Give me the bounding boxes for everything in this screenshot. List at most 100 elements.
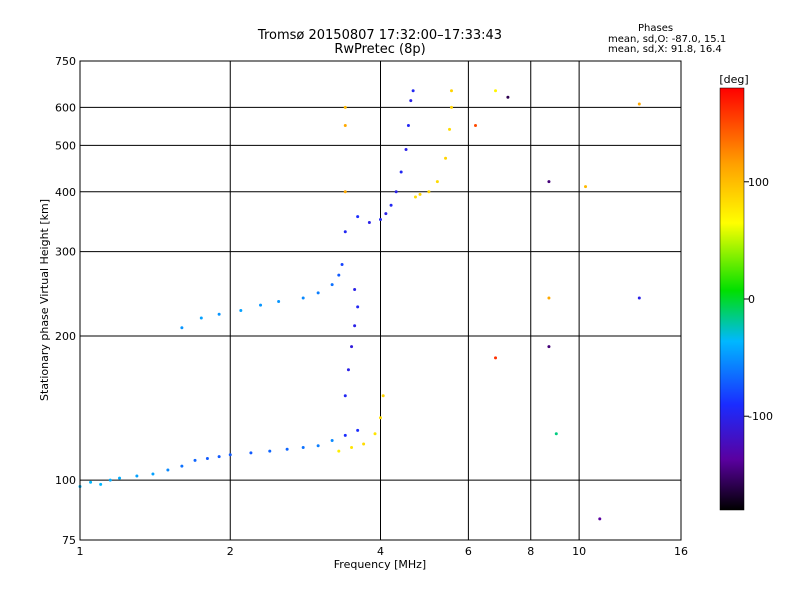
colorbar-label: [deg] bbox=[719, 73, 748, 86]
chart-title: Tromsø 20150807 17:32:00–17:33:43 bbox=[257, 28, 502, 43]
data-point bbox=[427, 190, 431, 194]
data-point bbox=[367, 221, 371, 225]
y-axis: 75 100 200 300 400 500 600 750 bbox=[55, 55, 76, 547]
phase-stats-x: mean, sd,X: 91.8, 16.4 bbox=[608, 44, 722, 55]
x-tick-label: 16 bbox=[674, 545, 688, 558]
x-tick-label: 1 bbox=[77, 545, 84, 558]
data-point bbox=[356, 305, 360, 309]
data-point bbox=[340, 262, 344, 266]
data-point bbox=[448, 127, 452, 131]
data-point bbox=[418, 192, 422, 196]
x-tick-label: 6 bbox=[465, 545, 472, 558]
data-point bbox=[637, 296, 641, 300]
data-point bbox=[547, 296, 551, 300]
y-tick-label: 750 bbox=[55, 55, 76, 68]
data-point bbox=[384, 212, 388, 216]
colorbar-tick-label: -100 bbox=[748, 410, 773, 423]
data-point bbox=[118, 476, 122, 480]
data-point bbox=[343, 124, 347, 128]
data-point bbox=[343, 394, 347, 398]
x-axis: 1 2 4 6 8 10 16 bbox=[77, 545, 689, 558]
data-point bbox=[259, 303, 263, 307]
data-point bbox=[301, 445, 305, 449]
data-point bbox=[166, 468, 170, 472]
x-tick-label: 8 bbox=[527, 545, 534, 558]
data-point bbox=[356, 428, 360, 432]
data-point bbox=[180, 326, 184, 330]
data-point bbox=[337, 449, 341, 453]
data-point bbox=[353, 288, 357, 292]
data-point bbox=[584, 185, 588, 189]
data-point bbox=[356, 215, 360, 219]
data-point bbox=[205, 456, 209, 460]
x-tick-label: 4 bbox=[377, 545, 384, 558]
y-tick-label: 500 bbox=[55, 139, 76, 152]
data-point bbox=[180, 464, 184, 468]
data-point bbox=[330, 283, 334, 287]
x-tick-label: 10 bbox=[572, 545, 586, 558]
data-point bbox=[277, 300, 281, 304]
data-point bbox=[343, 190, 347, 194]
y-tick-label: 200 bbox=[55, 330, 76, 343]
y-tick-label: 600 bbox=[55, 101, 76, 114]
data-point bbox=[409, 99, 413, 103]
colorbar-tick-label: 100 bbox=[748, 176, 769, 189]
data-point bbox=[373, 432, 377, 436]
data-point bbox=[637, 102, 641, 106]
data-point bbox=[399, 170, 403, 174]
data-point bbox=[268, 449, 272, 453]
data-point bbox=[494, 356, 498, 360]
data-point bbox=[353, 324, 357, 328]
colorbar-ticks: 100 0 -100 bbox=[744, 176, 773, 423]
y-tick-label: 75 bbox=[62, 534, 76, 547]
data-point bbox=[343, 105, 347, 109]
phase-stats-heading: Phases bbox=[638, 23, 673, 34]
data-point bbox=[435, 180, 439, 184]
data-point bbox=[598, 517, 602, 521]
y-tick-label: 100 bbox=[55, 474, 76, 487]
data-point bbox=[554, 432, 558, 436]
colorbar bbox=[719, 87, 745, 511]
colorbar-tick-label: 0 bbox=[748, 293, 755, 306]
data-point bbox=[362, 442, 366, 446]
data-point bbox=[411, 89, 415, 93]
data-point bbox=[449, 89, 453, 93]
data-point bbox=[350, 345, 354, 349]
data-point bbox=[217, 455, 221, 459]
data-point bbox=[389, 203, 393, 207]
data-point bbox=[316, 291, 320, 295]
data-point bbox=[135, 474, 139, 478]
data-point bbox=[346, 368, 350, 372]
data-point bbox=[89, 480, 93, 484]
data-point bbox=[473, 124, 477, 128]
data-point bbox=[381, 394, 385, 398]
data-point bbox=[406, 124, 410, 128]
data-point bbox=[249, 451, 253, 455]
grid bbox=[80, 61, 681, 540]
y-axis-label: Stationary phase Virtual Height [km] bbox=[38, 199, 51, 401]
data-point bbox=[494, 89, 498, 93]
data-point bbox=[193, 458, 197, 462]
data-point bbox=[228, 453, 232, 457]
y-tick-label: 300 bbox=[55, 246, 76, 259]
data-point bbox=[99, 482, 103, 486]
data-points bbox=[78, 89, 641, 521]
data-point bbox=[394, 190, 398, 194]
x-axis-label: Frequency [MHz] bbox=[334, 558, 426, 571]
chart-subtitle: RwPretec (8p) bbox=[334, 42, 425, 57]
data-point bbox=[199, 316, 203, 320]
data-point bbox=[343, 433, 347, 437]
data-point bbox=[108, 478, 112, 482]
data-point bbox=[547, 180, 551, 184]
data-point bbox=[151, 472, 155, 476]
data-point bbox=[337, 273, 341, 277]
data-point bbox=[449, 105, 453, 109]
data-point bbox=[547, 345, 551, 349]
data-point bbox=[379, 218, 382, 222]
data-point bbox=[350, 445, 354, 449]
y-tick-label: 400 bbox=[55, 186, 76, 199]
data-point bbox=[506, 95, 510, 99]
plot-frame bbox=[79, 60, 682, 541]
data-point bbox=[301, 296, 305, 300]
